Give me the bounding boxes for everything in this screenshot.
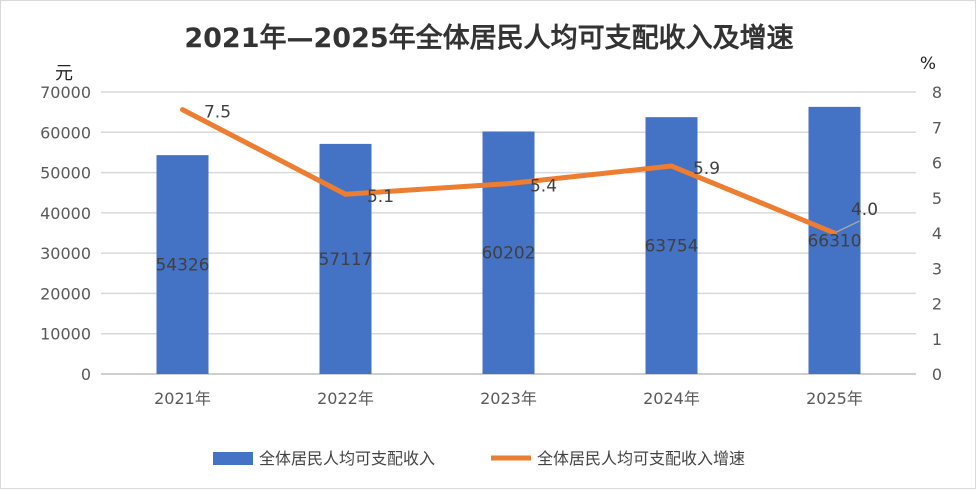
bar-data-label: 57117 xyxy=(318,250,372,270)
legend-bar-swatch xyxy=(213,452,253,465)
right-tick-label: 4 xyxy=(932,224,942,243)
bar-data-label: 60202 xyxy=(481,244,535,264)
right-tick-label: 6 xyxy=(932,154,942,173)
chart-title: 2021年—2025年全体居民人均可支配收入及增速 xyxy=(184,22,793,54)
left-axis-unit: 元 xyxy=(55,63,73,84)
x-tick-label: 2025年 xyxy=(806,389,863,408)
x-tick-label: 2023年 xyxy=(480,389,537,408)
bar xyxy=(319,143,372,374)
legend-line-label: 全体居民人均可支配收入增速 xyxy=(537,449,745,468)
right-tick-label: 5 xyxy=(932,189,942,208)
legend-bar-label: 全体居民人均可支配收入 xyxy=(259,449,435,468)
left-tick-label: 10000 xyxy=(40,325,91,344)
left-tick-label: 60000 xyxy=(40,123,91,142)
right-axis-unit: % xyxy=(920,54,936,74)
left-tick-label: 70000 xyxy=(40,83,91,102)
x-tick-label: 2024年 xyxy=(643,389,700,408)
x-tick-label: 2021年 xyxy=(154,389,211,408)
right-tick-label: 0 xyxy=(932,365,942,384)
bar xyxy=(482,131,535,374)
bar-data-label: 54326 xyxy=(155,256,209,276)
line-data-label: 5.9 xyxy=(693,159,720,179)
bar xyxy=(808,106,861,375)
legend: 全体居民人均可支配收入 全体居民人均可支配收入增速 xyxy=(213,449,745,468)
line-data-label: 7.5 xyxy=(204,103,231,123)
right-tick-label: 7 xyxy=(932,118,942,137)
left-tick-label: 50000 xyxy=(40,164,91,183)
right-tick-label: 2 xyxy=(932,295,942,314)
left-tick-label: 0 xyxy=(81,365,91,384)
label-leader-line xyxy=(836,220,860,233)
right-tick-label: 8 xyxy=(932,83,942,102)
right-tick-label: 1 xyxy=(932,330,942,349)
right-tick-label: 3 xyxy=(932,259,942,278)
bar xyxy=(645,117,698,374)
line-data-label: 5.4 xyxy=(530,177,557,197)
line-point xyxy=(506,181,511,187)
line-data-label: 4.0 xyxy=(851,200,878,220)
line-point xyxy=(832,230,837,236)
left-tick-label: 30000 xyxy=(40,244,91,263)
bar-data-label: 63754 xyxy=(644,237,698,257)
bar xyxy=(156,155,209,374)
line-data-label: 5.1 xyxy=(367,187,394,207)
line-point xyxy=(180,107,185,113)
left-tick-label: 40000 xyxy=(40,204,91,223)
left-tick-label: 20000 xyxy=(40,284,91,303)
x-tick-label: 2022年 xyxy=(317,389,374,408)
line-point xyxy=(669,163,674,169)
line-point xyxy=(343,191,348,197)
bar-data-label: 66310 xyxy=(807,231,861,251)
